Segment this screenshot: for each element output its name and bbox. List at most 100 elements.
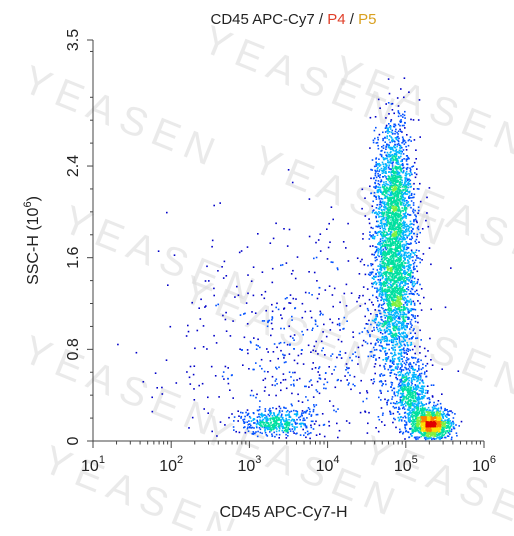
data-point bbox=[431, 410, 434, 412]
data-point bbox=[263, 390, 266, 392]
data-point bbox=[395, 267, 397, 270]
data-point bbox=[403, 186, 406, 188]
data-point bbox=[394, 242, 397, 244]
data-point bbox=[393, 198, 395, 200]
data-point bbox=[400, 292, 402, 295]
data-point bbox=[401, 384, 403, 386]
data-point bbox=[397, 385, 400, 388]
data-point bbox=[395, 150, 397, 152]
data-point bbox=[400, 168, 403, 170]
data-point bbox=[412, 208, 415, 211]
data-point bbox=[403, 237, 406, 239]
data-point bbox=[276, 413, 279, 416]
data-point bbox=[383, 268, 386, 271]
data-point bbox=[345, 247, 347, 249]
data-point bbox=[442, 434, 445, 437]
data-point bbox=[283, 228, 285, 230]
data-point bbox=[306, 430, 309, 433]
data-point bbox=[370, 226, 372, 229]
data-point bbox=[411, 367, 413, 369]
data-point bbox=[397, 159, 399, 162]
data-point bbox=[393, 177, 395, 179]
data-point bbox=[269, 407, 271, 410]
data-point bbox=[394, 182, 396, 185]
data-point bbox=[398, 137, 400, 140]
data-point bbox=[381, 323, 384, 325]
data-point bbox=[414, 283, 416, 285]
data-point bbox=[394, 281, 397, 284]
data-point bbox=[261, 432, 263, 435]
data-point bbox=[198, 384, 200, 387]
data-point bbox=[395, 426, 397, 429]
data-point bbox=[359, 260, 362, 263]
data-point bbox=[385, 272, 387, 275]
data-point bbox=[415, 415, 418, 417]
data-point bbox=[405, 208, 408, 210]
data-point bbox=[285, 387, 288, 390]
data-point bbox=[402, 392, 405, 395]
data-point bbox=[278, 419, 280, 421]
data-point bbox=[412, 420, 415, 423]
data-point bbox=[382, 137, 384, 140]
data-point bbox=[384, 141, 386, 143]
data-point bbox=[389, 146, 391, 149]
data-point bbox=[406, 307, 408, 309]
data-point bbox=[369, 334, 371, 336]
data-point bbox=[405, 193, 407, 195]
data-point bbox=[407, 389, 410, 391]
data-point bbox=[395, 128, 397, 131]
data-point bbox=[400, 370, 403, 372]
data-point bbox=[382, 208, 385, 211]
data-point bbox=[405, 223, 408, 226]
data-point bbox=[404, 177, 406, 179]
data-point bbox=[398, 402, 400, 404]
data-point bbox=[385, 146, 387, 148]
data-point bbox=[382, 412, 384, 415]
data-point bbox=[395, 247, 397, 249]
data-point bbox=[388, 208, 391, 211]
data-point bbox=[250, 427, 253, 429]
data-point bbox=[397, 272, 400, 275]
data-point bbox=[366, 432, 369, 434]
data-point bbox=[367, 309, 370, 312]
data-point bbox=[422, 253, 425, 255]
data-point bbox=[383, 239, 386, 242]
data-point bbox=[408, 316, 410, 319]
data-point bbox=[369, 335, 371, 338]
data-point bbox=[392, 296, 394, 299]
data-point bbox=[287, 169, 290, 171]
data-point bbox=[386, 289, 388, 291]
data-point bbox=[404, 307, 407, 309]
data-point bbox=[388, 288, 391, 291]
data-point bbox=[264, 425, 267, 427]
data-point bbox=[379, 278, 382, 281]
data-point bbox=[398, 418, 401, 421]
data-point bbox=[390, 247, 393, 250]
data-point bbox=[271, 281, 274, 284]
data-point bbox=[405, 215, 408, 218]
data-point bbox=[275, 222, 277, 225]
data-point bbox=[379, 374, 381, 376]
data-point bbox=[400, 253, 403, 256]
data-point bbox=[412, 403, 414, 406]
data-point bbox=[389, 323, 391, 326]
data-point bbox=[384, 258, 386, 260]
data-point bbox=[313, 405, 316, 408]
data-point bbox=[397, 139, 399, 142]
data-point bbox=[392, 421, 394, 424]
data-point bbox=[419, 373, 421, 375]
data-point bbox=[294, 427, 296, 430]
data-point bbox=[385, 245, 387, 247]
data-point bbox=[379, 153, 382, 156]
data-point bbox=[250, 280, 253, 282]
data-point bbox=[232, 426, 235, 428]
data-point bbox=[426, 196, 428, 199]
data-point bbox=[395, 323, 398, 325]
data-point bbox=[397, 366, 399, 368]
data-point bbox=[387, 311, 389, 314]
data-point bbox=[397, 250, 399, 252]
data-point bbox=[387, 222, 389, 225]
data-point bbox=[390, 221, 392, 224]
data-point bbox=[419, 379, 421, 381]
data-point bbox=[440, 428, 443, 431]
